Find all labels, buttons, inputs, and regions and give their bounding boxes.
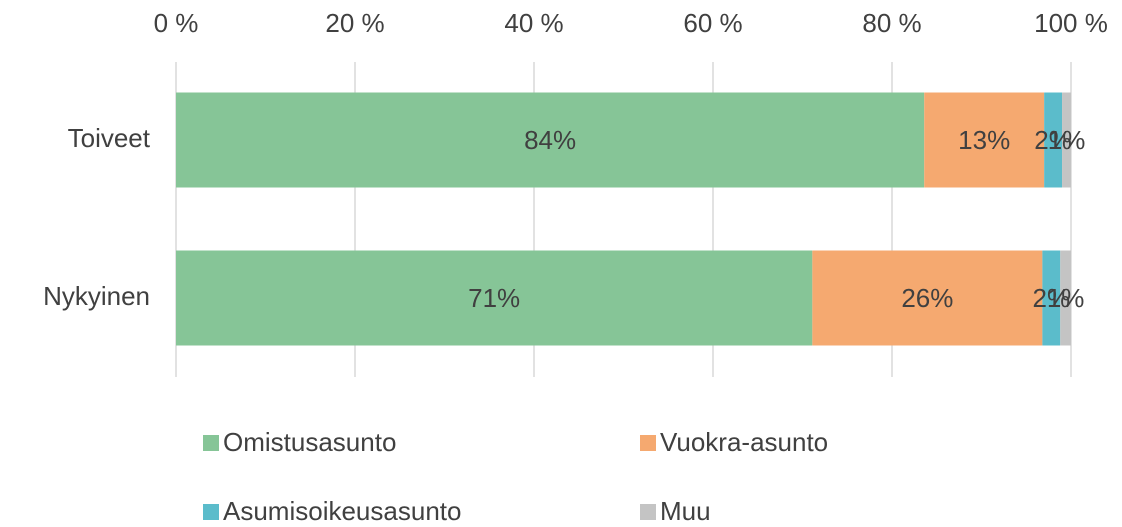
category-label: Nykyinen bbox=[43, 281, 150, 311]
bar-segment bbox=[1044, 92, 1063, 188]
bar-segment bbox=[924, 92, 1045, 188]
category-label: Toiveet bbox=[68, 123, 151, 153]
bar-segment bbox=[1042, 250, 1061, 346]
data-label: 1% bbox=[1047, 283, 1085, 313]
data-label: 2% bbox=[1034, 125, 1072, 155]
data-label: 84% bbox=[524, 125, 576, 155]
legend-swatch bbox=[640, 504, 656, 520]
x-tick-label: 60 % bbox=[683, 8, 742, 38]
data-label: 2% bbox=[1033, 283, 1071, 313]
x-tick-label: 0 % bbox=[154, 8, 199, 38]
data-label: 13% bbox=[958, 125, 1010, 155]
bar-segment bbox=[176, 250, 813, 346]
data-label: 26% bbox=[901, 283, 953, 313]
data-label: 1% bbox=[1048, 125, 1086, 155]
legend-label: Muu bbox=[660, 496, 711, 526]
legend-label: Vuokra-asunto bbox=[660, 427, 828, 457]
bar-segment bbox=[1060, 250, 1071, 346]
x-tick-label: 20 % bbox=[325, 8, 384, 38]
bar-segment bbox=[812, 250, 1043, 346]
bar-segment bbox=[176, 92, 925, 188]
data-label: 71% bbox=[468, 283, 520, 313]
legend-swatch bbox=[640, 435, 656, 451]
legend-swatch bbox=[203, 435, 219, 451]
legend-label: Asumisoikeusasunto bbox=[223, 496, 461, 526]
x-tick-label: 100 % bbox=[1034, 8, 1108, 38]
x-tick-label: 80 % bbox=[862, 8, 921, 38]
legend-label: Omistusasunto bbox=[223, 427, 396, 457]
bar-segment bbox=[1062, 92, 1071, 188]
legend-swatch bbox=[203, 504, 219, 520]
x-tick-label: 40 % bbox=[504, 8, 563, 38]
